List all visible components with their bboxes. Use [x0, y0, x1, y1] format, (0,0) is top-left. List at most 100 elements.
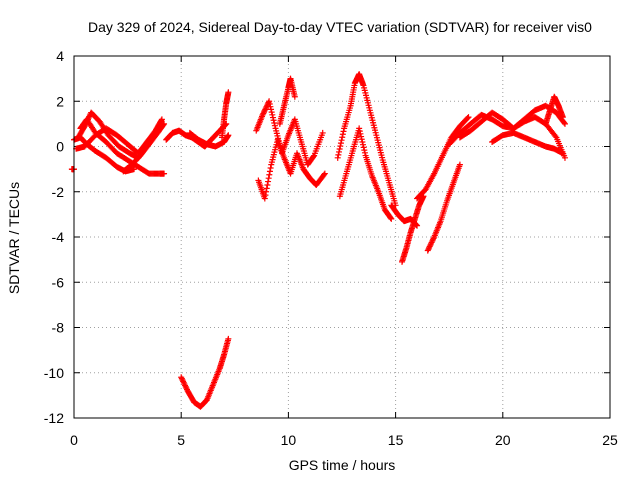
data-point	[85, 114, 92, 121]
data-point	[161, 120, 168, 127]
x-tick-label: 10	[281, 432, 297, 448]
data-point	[338, 137, 345, 144]
data-point	[267, 103, 274, 110]
y-tick-label: -10	[44, 365, 64, 381]
data-point	[559, 150, 566, 157]
data-point	[427, 242, 434, 249]
data-point	[320, 171, 327, 178]
series-s9	[178, 335, 232, 410]
grid-lines	[74, 56, 610, 418]
series-s13	[334, 71, 399, 209]
data-point	[358, 136, 365, 143]
y-tick-label: -8	[52, 320, 65, 336]
data-point	[225, 89, 232, 96]
series-s22	[542, 93, 566, 127]
data-point	[269, 111, 276, 118]
data-point	[339, 131, 346, 138]
y-axis-label: SDTVAR / TECUs	[6, 182, 22, 294]
data-point	[334, 154, 341, 161]
data-point	[84, 116, 91, 123]
data-point	[84, 117, 91, 124]
data-points	[68, 71, 568, 410]
data-point	[425, 246, 432, 253]
y-tick-label: -6	[52, 274, 65, 290]
data-point	[267, 164, 274, 171]
data-point	[358, 133, 365, 140]
data-point	[265, 175, 272, 182]
data-point	[387, 214, 394, 221]
data-point	[361, 147, 368, 154]
data-point	[264, 181, 271, 188]
data-point	[263, 185, 270, 192]
series-s3	[75, 109, 142, 161]
data-point	[225, 335, 232, 342]
data-point	[337, 143, 344, 150]
data-point	[271, 119, 278, 126]
data-point	[268, 109, 275, 116]
data-point	[270, 117, 277, 124]
y-tick-label: -4	[52, 229, 65, 245]
data-point	[262, 105, 269, 112]
x-tick-label: 25	[602, 432, 618, 448]
x-tick-label: 5	[177, 432, 185, 448]
data-point	[180, 378, 187, 385]
data-point	[428, 239, 435, 246]
data-point	[464, 114, 471, 121]
x-tick-label: 0	[70, 432, 78, 448]
data-point	[335, 148, 342, 155]
data-point	[266, 100, 273, 107]
data-point	[268, 106, 275, 113]
data-point	[266, 168, 273, 175]
plot-frame	[73, 55, 611, 419]
data-point	[86, 113, 93, 120]
series-s7	[186, 129, 232, 150]
x-axis-label: GPS time / hours	[289, 457, 396, 473]
data-point	[552, 133, 559, 140]
data-point	[262, 192, 269, 199]
data-point	[424, 247, 431, 254]
data-point	[426, 243, 433, 250]
series-s23	[68, 166, 77, 173]
data-point	[178, 375, 185, 382]
data-point	[262, 106, 269, 113]
data-point	[269, 114, 276, 121]
data-point	[427, 240, 434, 247]
series-s21	[489, 129, 566, 157]
data-point	[182, 382, 189, 389]
chart-title: Day 329 of 2024, Sidereal Day-to-day VTE…	[88, 19, 592, 35]
data-point	[360, 141, 367, 148]
data-point	[271, 122, 278, 129]
series-s17	[414, 114, 472, 202]
data-point	[158, 116, 165, 123]
series-s14	[336, 125, 395, 222]
data-point	[179, 376, 186, 383]
data-point	[430, 235, 437, 242]
data-point	[310, 153, 317, 160]
data-point	[180, 379, 187, 386]
data-point	[161, 170, 168, 177]
data-point	[388, 215, 395, 222]
data-point	[183, 385, 190, 392]
series-s18	[424, 161, 463, 254]
data-point	[260, 109, 267, 116]
data-point	[319, 129, 326, 136]
data-point	[465, 114, 472, 121]
data-point	[259, 111, 266, 118]
series-s10	[253, 98, 326, 168]
data-point	[559, 114, 566, 121]
data-point	[182, 383, 189, 390]
data-point	[335, 151, 342, 158]
data-point	[360, 144, 367, 151]
y-tick-label: -12	[44, 410, 64, 426]
data-point	[336, 145, 343, 152]
data-point	[561, 120, 568, 127]
data-point	[81, 123, 88, 130]
data-point	[291, 93, 298, 100]
data-point	[561, 119, 568, 126]
y-tick-label: 2	[56, 93, 64, 109]
data-point	[225, 132, 232, 139]
data-point	[83, 119, 90, 126]
data-point	[356, 125, 363, 132]
data-point	[359, 138, 366, 145]
data-point	[265, 178, 272, 185]
